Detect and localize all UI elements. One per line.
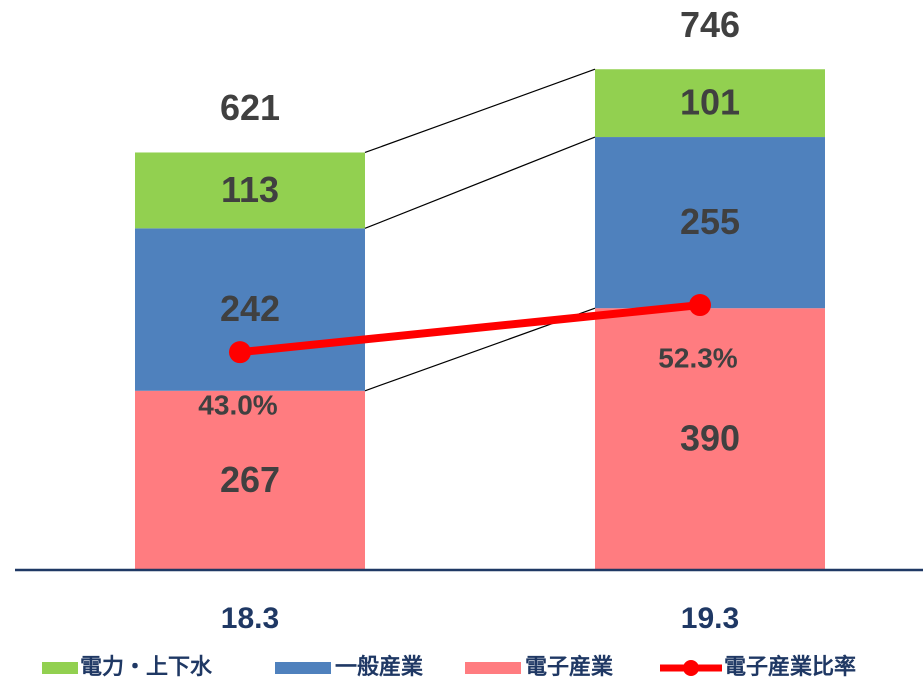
total-label: 746 [680,4,740,45]
data-label: 242 [220,288,280,329]
bar-segment [135,228,365,391]
x-tick-label: 19.3 [681,602,739,635]
bar-segment [595,308,825,570]
bar-segment [595,137,825,309]
line-series [239,301,701,357]
line-label: 43.0% [198,390,277,421]
bar-segment [135,152,365,229]
legend-swatch [465,662,521,674]
bar-segment [135,390,365,570]
bar-segment [595,69,825,138]
legend-label: 電子産業比率 [724,654,856,679]
connector-line [364,68,596,154]
legend-swatch [275,662,331,674]
data-label: 113 [221,169,279,210]
x-tick-label: 18.3 [221,602,279,635]
data-label: 390 [680,418,740,459]
line-label: 52.3% [658,342,737,373]
data-label: 255 [680,201,740,242]
legend-label: 一般産業 [335,654,424,679]
legend-label: 電子産業 [525,654,614,679]
line-marker [229,341,251,364]
connector-line [364,136,596,229]
legend-label: 電力・上下水 [80,654,213,679]
data-label: 267 [220,459,280,500]
line-marker [689,294,711,317]
data-label: 101 [680,82,740,123]
legend-swatch [683,660,699,676]
legend-swatch [42,662,78,674]
total-label: 621 [220,87,280,128]
